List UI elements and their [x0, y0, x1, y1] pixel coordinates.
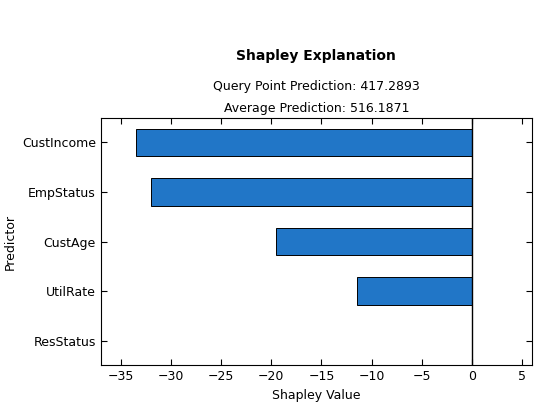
Text: Shapley Explanation: Shapley Explanation [236, 49, 396, 63]
Text: Query Point Prediction: 417.2893: Query Point Prediction: 417.2893 [213, 80, 420, 93]
Bar [276, 228, 472, 255]
Bar [136, 129, 472, 156]
Bar [357, 277, 472, 304]
Y-axis label: Predictor: Predictor [3, 213, 16, 270]
Bar [151, 178, 472, 206]
X-axis label: Shapley Value: Shapley Value [272, 389, 361, 402]
Text: Average Prediction: 516.1871: Average Prediction: 516.1871 [223, 102, 409, 115]
